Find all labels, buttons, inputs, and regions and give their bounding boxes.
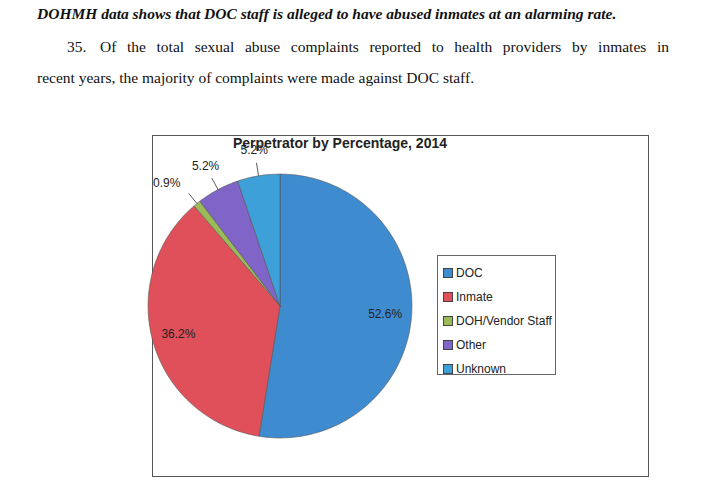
svg-text:36.2%: 36.2% bbox=[161, 327, 195, 341]
svg-text:5.2%: 5.2% bbox=[192, 159, 220, 173]
svg-text:5.2%: 5.2% bbox=[241, 143, 269, 157]
svg-text:0.9%: 0.9% bbox=[153, 176, 181, 190]
svg-text:52.6%: 52.6% bbox=[368, 307, 402, 321]
